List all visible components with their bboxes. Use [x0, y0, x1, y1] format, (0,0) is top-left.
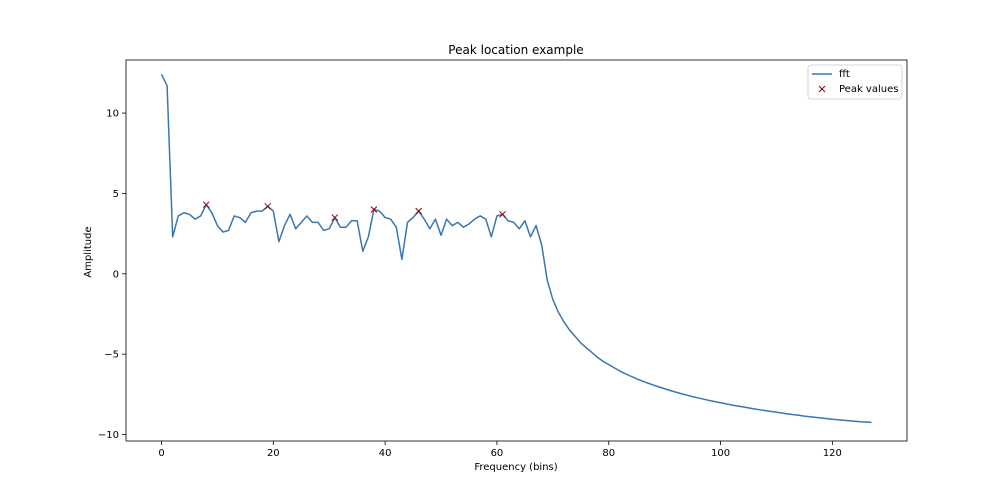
- x-tick-label: 80: [602, 448, 615, 459]
- peak-marker: [202, 201, 210, 209]
- y-tick-label: 5: [113, 189, 119, 200]
- x-axis-label: Frequency (bins): [474, 462, 557, 473]
- y-axis-label: Amplitude: [83, 226, 94, 277]
- y-axis: −10 −5 0 5 10: [98, 109, 126, 441]
- y-tick-label: −10: [98, 430, 119, 441]
- x-tick-label: 120: [823, 448, 842, 459]
- fft-line: [160, 74, 872, 424]
- peak-marker: [331, 214, 339, 221]
- x-tick-label: 0: [158, 448, 164, 459]
- peak-marker: [264, 202, 272, 210]
- x-tick-label: 100: [711, 448, 730, 459]
- y-tick-label: 0: [113, 269, 119, 280]
- peak-marker: [499, 210, 506, 218]
- peak-marker: [415, 207, 423, 215]
- chart-title: Peak location example: [448, 43, 583, 57]
- peak-marker: [370, 206, 378, 213]
- y-tick-label: 10: [106, 109, 119, 120]
- legend-peak-marker: [818, 85, 826, 93]
- y-tick-label: −5: [104, 350, 119, 361]
- legend-peak-label: Peak values: [839, 84, 898, 95]
- legend: fft Peak values: [807, 64, 903, 100]
- x-tick-label: 40: [379, 448, 392, 459]
- x-tick-label: 60: [491, 448, 504, 459]
- x-axis: 0 20 40 60 80 100 120: [158, 441, 842, 459]
- legend-peak-x: [818, 85, 826, 93]
- plot-frame: [125, 59, 908, 442]
- legend-fft-label: fft: [839, 69, 850, 80]
- plot-area: [160, 74, 872, 424]
- x-tick-label: 20: [267, 448, 280, 459]
